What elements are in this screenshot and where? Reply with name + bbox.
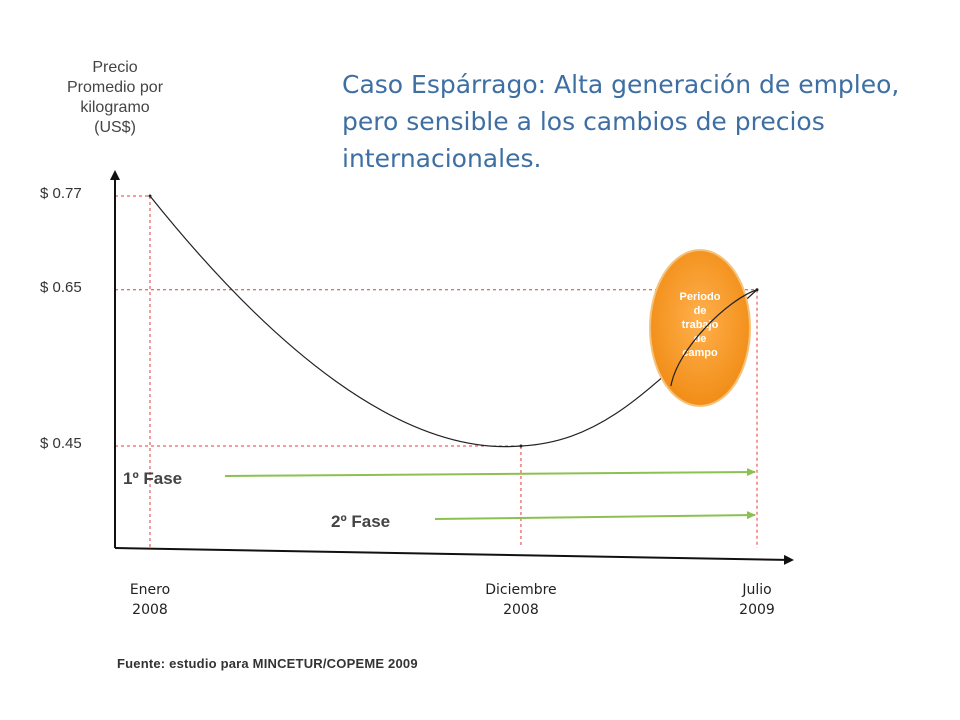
y-axis-label-line: Precio bbox=[92, 59, 138, 76]
y-axis-label-line: (US$) bbox=[94, 119, 136, 136]
x-tick-label: Enero bbox=[130, 582, 170, 598]
y-axis-label-line: Promedio por bbox=[66, 79, 164, 96]
field-work-label: de bbox=[694, 333, 707, 345]
y-tick-label: $ 0.65 bbox=[40, 279, 82, 296]
field-work-label: Periodo bbox=[680, 291, 721, 303]
y-tick-label: $ 0.45 bbox=[40, 435, 82, 452]
x-tick-label: Diciembre bbox=[485, 582, 556, 598]
y-axis-label-line: kilogramo bbox=[80, 99, 150, 116]
slide-title: Caso Espárrago: Alta generación de emple… bbox=[342, 70, 900, 173]
field-work-label: trabajo bbox=[682, 319, 719, 331]
source-note: Fuente: estudio para MINCETUR/COPEME 200… bbox=[117, 656, 418, 671]
data-point bbox=[148, 194, 152, 198]
field-work-label: campo bbox=[682, 347, 718, 359]
x-tick-label: 2009 bbox=[739, 602, 775, 618]
phase-arrow bbox=[224, 468, 756, 477]
y-axis-label: Precio Promedio por kilogramo (US$) bbox=[40, 58, 190, 138]
field-work-label: de bbox=[694, 305, 707, 317]
x-axis bbox=[114, 547, 794, 565]
y-tick-label: $ 0.77 bbox=[40, 185, 82, 202]
price-line-overlay bbox=[670, 289, 758, 387]
phase-label: 2º Fase bbox=[331, 512, 390, 531]
data-point bbox=[519, 444, 523, 448]
phase-label: 1º Fase bbox=[123, 469, 182, 488]
field-work-oval bbox=[649, 249, 751, 407]
x-tick-label: 2008 bbox=[132, 602, 168, 618]
phase-arrow bbox=[434, 511, 756, 520]
x-tick-label: 2008 bbox=[503, 602, 539, 618]
x-tick-label: Julio bbox=[741, 582, 771, 598]
